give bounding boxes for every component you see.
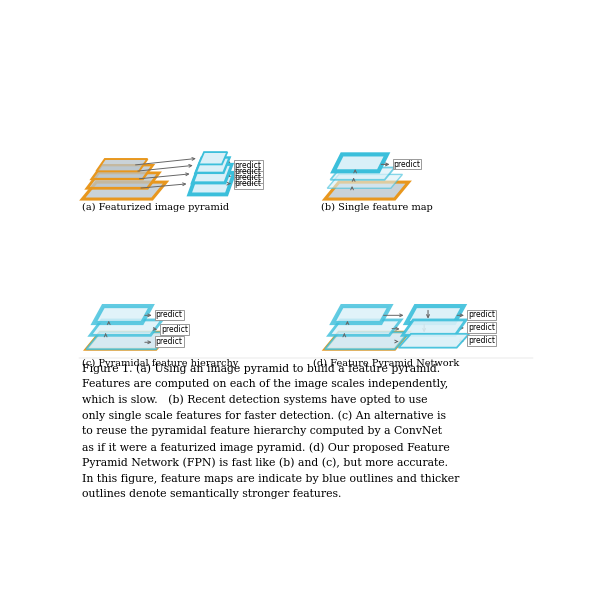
Text: predict: predict — [235, 161, 261, 170]
Polygon shape — [325, 182, 409, 199]
Polygon shape — [189, 173, 234, 194]
FancyBboxPatch shape — [155, 310, 183, 320]
Polygon shape — [407, 306, 464, 323]
Polygon shape — [325, 332, 409, 349]
FancyBboxPatch shape — [160, 324, 189, 335]
Text: (c) Pyramidal feature hierarchy: (c) Pyramidal feature hierarchy — [82, 358, 239, 368]
Polygon shape — [90, 320, 162, 335]
Polygon shape — [92, 165, 153, 179]
Polygon shape — [192, 164, 232, 183]
Text: predict: predict — [156, 337, 183, 346]
FancyBboxPatch shape — [234, 172, 263, 183]
Text: outlines denote semantically stronger features.: outlines denote semantically stronger fe… — [82, 490, 341, 499]
Text: to reuse the pyramidal feature hierarchy computed by a ConvNet: to reuse the pyramidal feature hierarchy… — [82, 426, 442, 436]
Text: predict: predict — [235, 179, 261, 188]
Polygon shape — [199, 152, 227, 164]
FancyBboxPatch shape — [467, 310, 496, 320]
Text: predict: predict — [468, 323, 495, 332]
Text: predict: predict — [161, 325, 188, 334]
FancyBboxPatch shape — [155, 337, 183, 347]
Text: (b) Single feature map: (b) Single feature map — [321, 203, 433, 212]
Polygon shape — [399, 334, 469, 347]
Text: predict: predict — [393, 160, 421, 169]
Text: only single scale features for faster detection. (c) An alternative is: only single scale features for faster de… — [82, 410, 447, 421]
FancyBboxPatch shape — [234, 160, 263, 171]
Polygon shape — [334, 154, 387, 172]
Text: Features are computed on each of the image scales independently,: Features are computed on each of the ima… — [82, 379, 448, 389]
Text: Figure 1. (a) Using an image pyramid to build a feature pyramid.: Figure 1. (a) Using an image pyramid to … — [82, 363, 441, 374]
FancyBboxPatch shape — [467, 335, 496, 346]
Polygon shape — [325, 332, 409, 349]
Text: predict: predict — [235, 167, 261, 176]
FancyBboxPatch shape — [393, 158, 421, 169]
Polygon shape — [196, 157, 230, 173]
Text: predict: predict — [156, 310, 183, 319]
Polygon shape — [96, 159, 147, 172]
Text: (d) Feature Pyramid Network: (d) Feature Pyramid Network — [313, 358, 460, 368]
Text: predict: predict — [468, 310, 495, 319]
Text: as if it were a featurized image pyramid. (d) Our proposed Feature: as if it were a featurized image pyramid… — [82, 442, 450, 452]
Polygon shape — [329, 320, 401, 335]
Polygon shape — [86, 332, 170, 349]
Polygon shape — [330, 167, 395, 180]
Polygon shape — [94, 306, 152, 323]
Polygon shape — [333, 306, 390, 323]
Text: In this figure, feature maps are indicate by blue outlines and thicker: In this figure, feature maps are indicat… — [82, 473, 460, 484]
FancyBboxPatch shape — [467, 322, 496, 332]
FancyBboxPatch shape — [234, 178, 263, 188]
Text: Pyramid Network (FPN) is fast like (b) and (c), but more accurate.: Pyramid Network (FPN) is fast like (b) a… — [82, 458, 448, 469]
Polygon shape — [86, 332, 170, 349]
Polygon shape — [327, 175, 402, 188]
Polygon shape — [402, 320, 466, 335]
Text: predict: predict — [468, 336, 495, 345]
Text: predict: predict — [235, 173, 261, 182]
FancyBboxPatch shape — [234, 166, 263, 177]
Text: which is slow.   (b) Recent detection systems have opted to use: which is slow. (b) Recent detection syst… — [82, 395, 428, 405]
Polygon shape — [82, 182, 166, 199]
Polygon shape — [87, 173, 159, 188]
Text: (a) Featurized image pyramid: (a) Featurized image pyramid — [82, 203, 229, 212]
